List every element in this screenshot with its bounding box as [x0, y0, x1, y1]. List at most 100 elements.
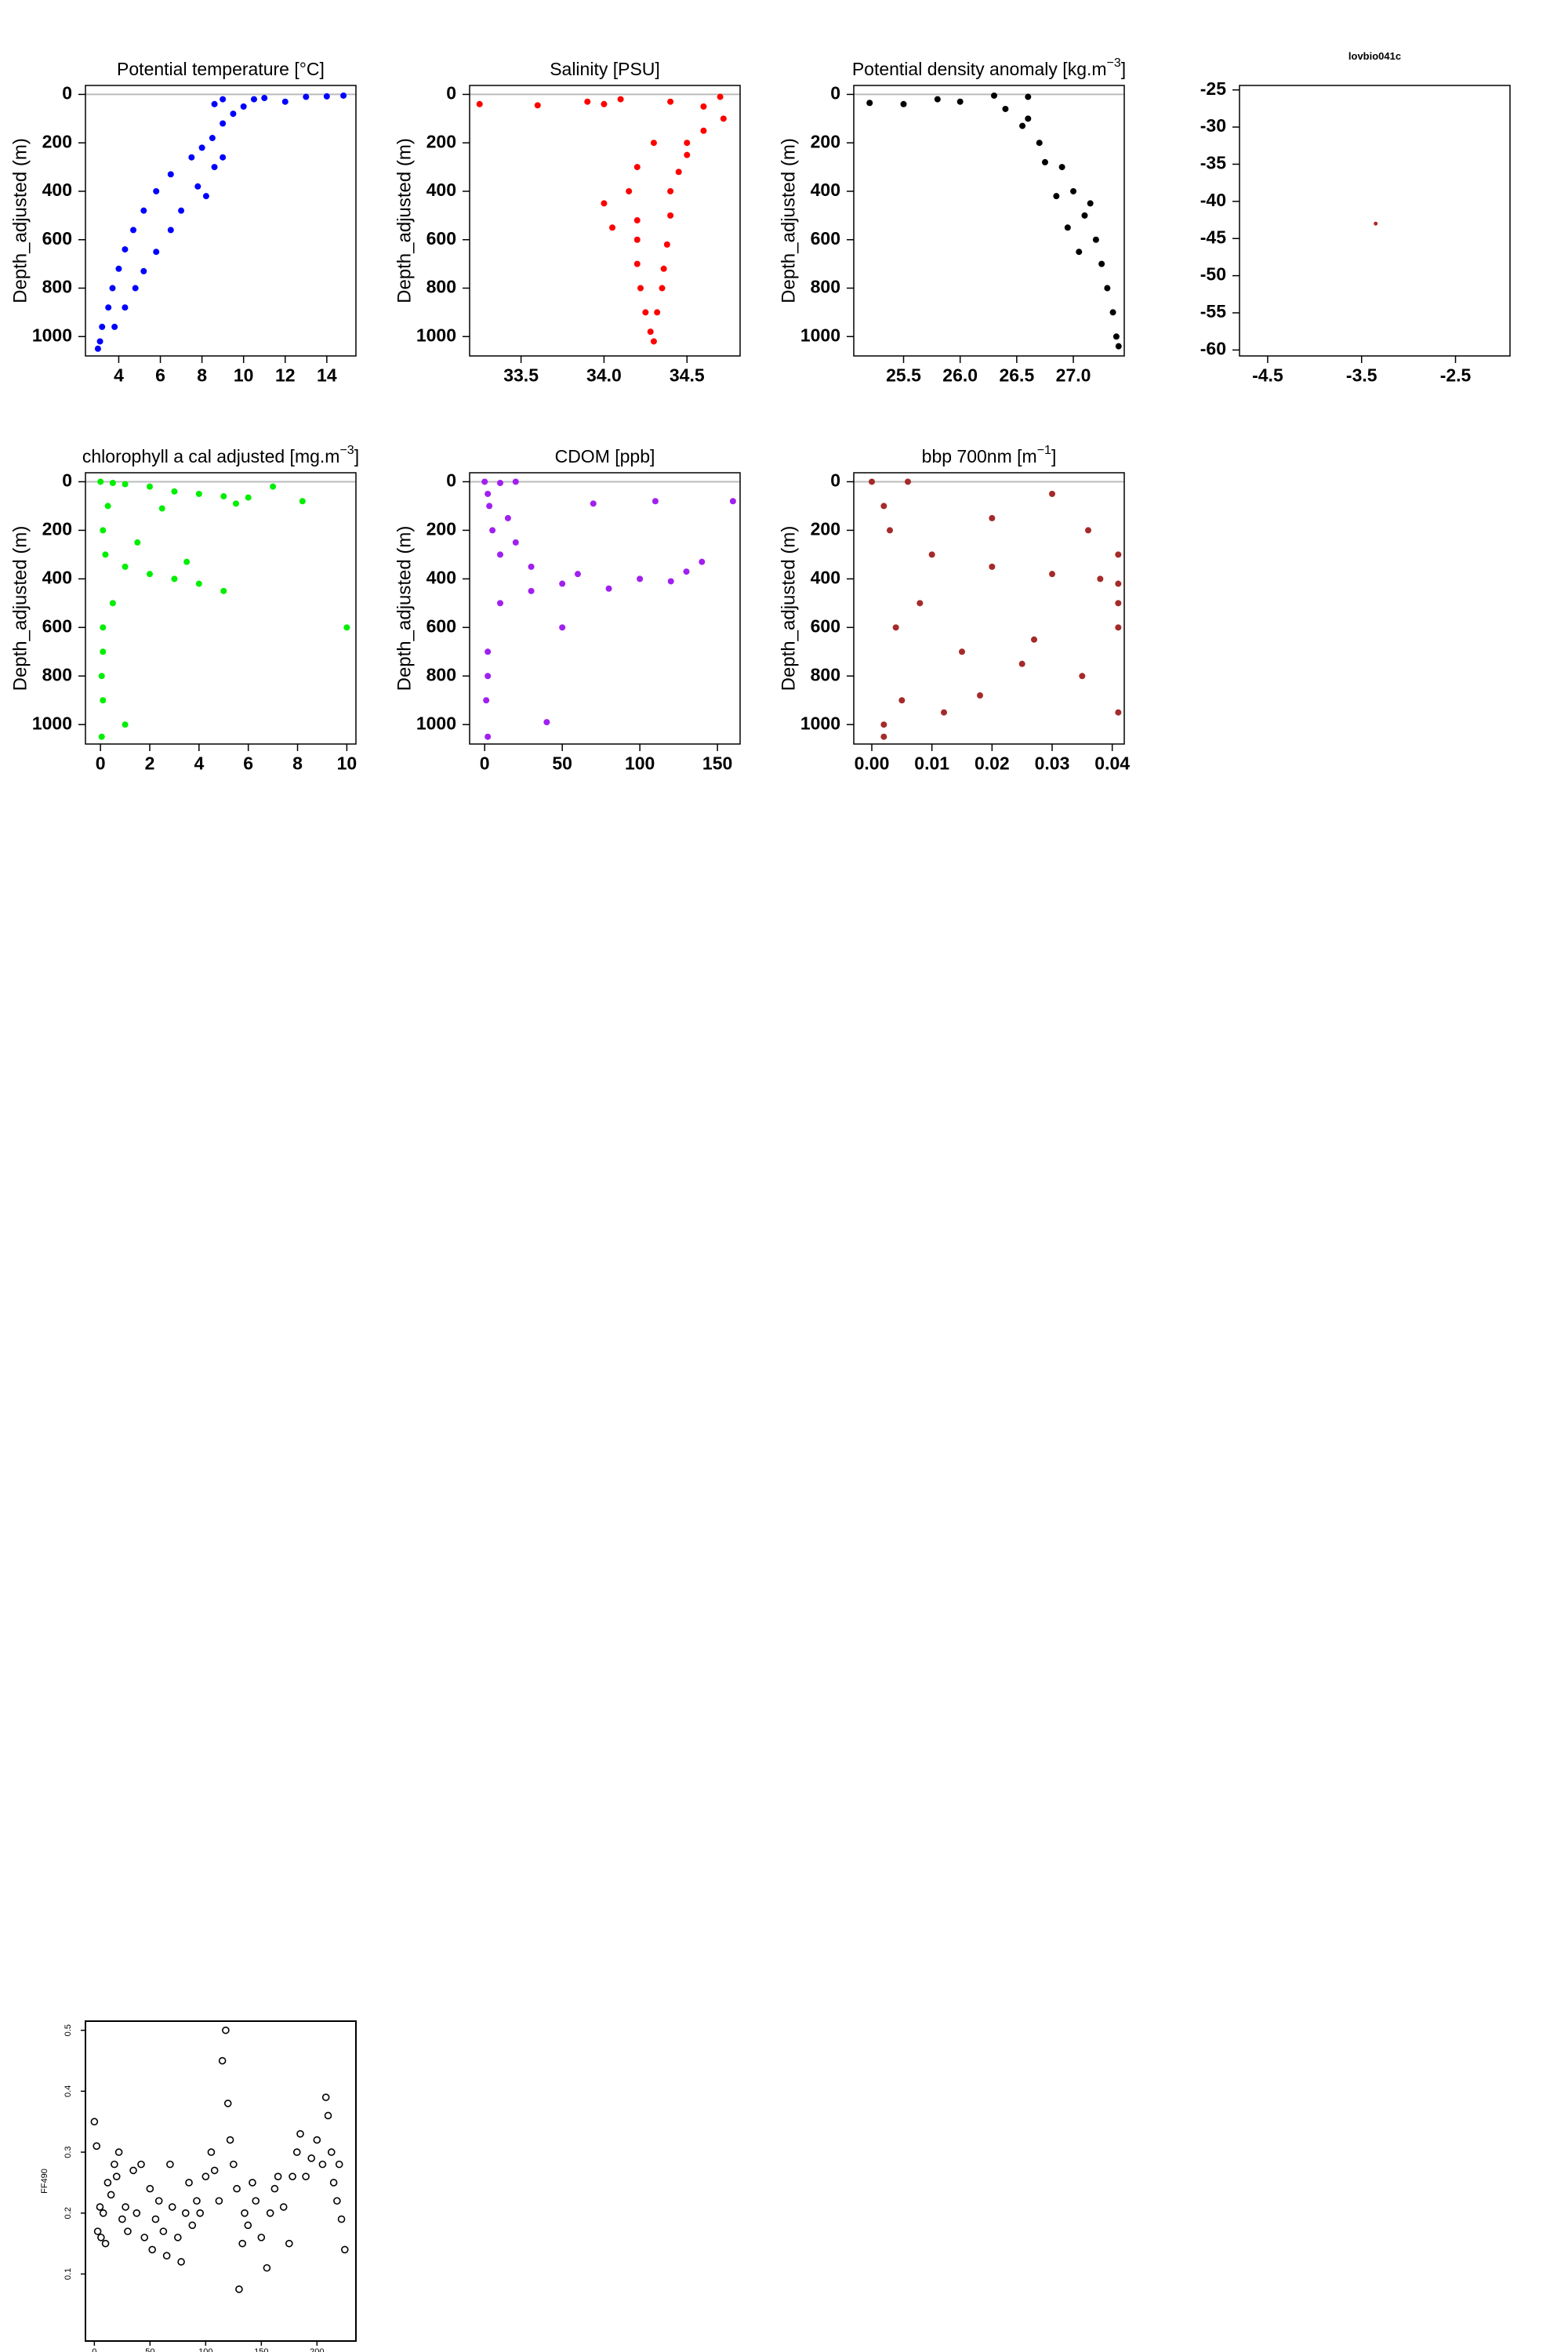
data-point [241, 2209, 249, 2217]
x-tick-label: 0.01 [914, 753, 949, 773]
plot-box [85, 2020, 357, 2342]
y-tick-label: 200 [811, 131, 840, 151]
data-point [898, 697, 906, 704]
data-point [289, 2172, 296, 2180]
data-point [97, 2234, 105, 2241]
data-point [496, 551, 503, 558]
data-point [245, 494, 252, 501]
data-point [181, 2209, 190, 2217]
data-point [1058, 164, 1065, 171]
data-point [699, 558, 706, 565]
x-tick-label: 10 [337, 753, 358, 773]
data-point [100, 527, 107, 534]
data-point [977, 692, 983, 699]
data-point [485, 490, 492, 497]
data-point [122, 721, 129, 728]
data-point [122, 2203, 129, 2211]
data-point [318, 2160, 327, 2169]
y-tick-label: 0.2 [64, 2207, 73, 2219]
data-point [137, 2160, 145, 2169]
data-point [1031, 636, 1037, 643]
y-tick-label: 800 [42, 277, 72, 297]
data-point [1115, 580, 1122, 587]
data-point [729, 498, 736, 505]
data-point [337, 2215, 346, 2223]
y-axis-label: FF490 [40, 2169, 49, 2194]
data-point [329, 2179, 338, 2187]
data-point [94, 345, 101, 352]
data-point [134, 539, 141, 546]
x-tick-label: 100 [198, 2347, 212, 2352]
data-point [659, 285, 666, 292]
title-text: Potential density anomaly [kg.m [852, 59, 1107, 79]
data-point [226, 2136, 234, 2144]
y-axis-label: Depth_adjusted (m) [394, 138, 415, 303]
data-point [652, 498, 659, 505]
data-point [112, 2172, 121, 2180]
data-point [1049, 571, 1055, 578]
data-point [183, 558, 191, 565]
title-text: lovbio041c [1348, 50, 1401, 62]
data-point [193, 2197, 201, 2205]
data-point [240, 103, 247, 110]
data-point [218, 2056, 227, 2065]
data-point [223, 2100, 232, 2107]
data-point [250, 96, 257, 103]
data-point [880, 733, 887, 740]
data-point [98, 673, 105, 680]
y-tick-label: 1000 [32, 325, 72, 345]
data-point [1049, 490, 1055, 497]
data-point [559, 580, 566, 587]
data-point [1098, 260, 1105, 267]
y-tick-label: 0.5 [64, 2024, 73, 2036]
data-point [1374, 221, 1378, 226]
y-tick-label: 1000 [800, 325, 840, 345]
data-point [989, 514, 996, 521]
y-tick-label: 1000 [416, 325, 456, 345]
data-point [333, 2197, 341, 2205]
title-superscript: −3 [1107, 56, 1121, 70]
data-point [1025, 115, 1032, 122]
data-point [1109, 309, 1116, 316]
data-point [481, 478, 488, 485]
data-point [104, 503, 111, 510]
y-tick-label: -25 [1200, 78, 1226, 99]
data-point [195, 580, 202, 587]
data-point [534, 102, 541, 109]
title-text: CDOM [ppb] [555, 446, 655, 466]
data-point [185, 2179, 193, 2187]
y-tick-label: 0.3 [64, 2146, 73, 2158]
y-tick-label: 200 [426, 518, 456, 539]
data-point [140, 2234, 149, 2241]
data-point [1097, 575, 1104, 583]
data-point [504, 514, 511, 521]
x-tick-label: 4 [114, 365, 124, 385]
data-point [1019, 122, 1026, 129]
data-point [177, 2258, 185, 2266]
data-point [934, 96, 941, 103]
data-point [633, 236, 641, 243]
y-tick-label: 600 [426, 228, 456, 249]
x-tick-label: -4.5 [1252, 365, 1283, 385]
data-point [683, 568, 690, 575]
data-point [140, 267, 147, 274]
y-tick-label: 1000 [416, 713, 456, 733]
x-tick-label: 50 [145, 2347, 154, 2352]
data-point [1002, 105, 1009, 112]
y-tick-label: 0 [446, 470, 456, 491]
plot-box [853, 472, 1125, 745]
y-tick-label: 800 [42, 664, 72, 684]
y-tick-label: 600 [811, 228, 840, 249]
y-tick-label: -45 [1200, 227, 1226, 247]
data-point [151, 2215, 160, 2223]
x-tick-label: 26.0 [942, 365, 978, 385]
data-point [1053, 193, 1060, 200]
x-tick-label: 8 [292, 753, 303, 773]
y-tick-label: 600 [42, 615, 72, 636]
data-point [869, 478, 875, 485]
data-point [257, 2234, 266, 2241]
data-point [340, 92, 347, 99]
data-point [1092, 236, 1099, 243]
data-point [178, 207, 185, 214]
